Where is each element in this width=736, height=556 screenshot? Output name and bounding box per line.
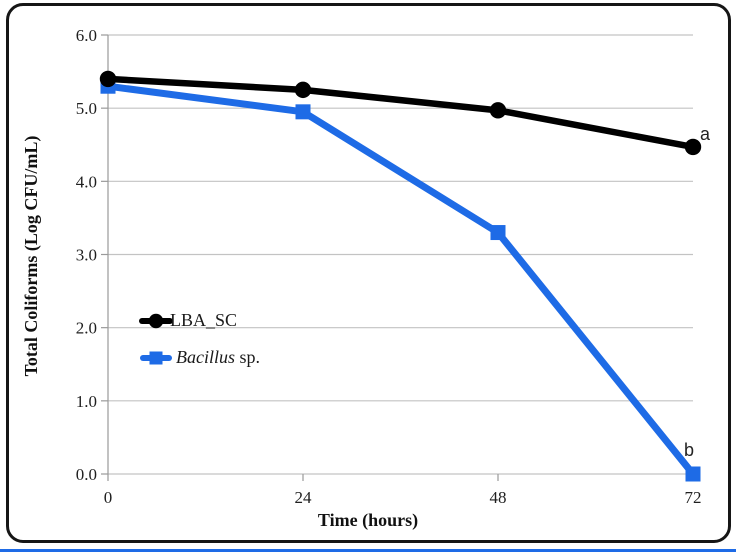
legend-square-marker-icon [149,351,163,365]
data-point-circle [99,70,117,88]
legend-text-italic: Bacillus [176,347,235,367]
y-tick-label: 5.0 [76,99,97,118]
y-tick-label: 1.0 [76,392,97,411]
legend-label-lba-sc: LBA_SC [170,310,237,331]
data-point-circle [294,81,312,99]
data-point-circle [684,138,702,156]
y-axis-title: Total Coliforms (Log CFU/mL) [21,135,41,377]
y-tick-label: 4.0 [76,172,97,191]
figure-frame [6,3,731,543]
y-tick-label: 6.0 [76,26,97,45]
x-tick-label: 0 [104,488,113,507]
data-point-circle [489,102,507,119]
legend-text: sp. [235,347,261,367]
x-tick-label: 24 [295,488,313,507]
x-tick-label: 48 [490,488,507,507]
series-line-bacillus [104,82,697,478]
y-tick-label: 2.0 [76,319,97,338]
annotation-b: b [684,440,694,460]
data-point-square [295,104,311,120]
x-tick-label: 72 [685,488,702,507]
data-point-square [490,225,506,241]
legend-circle-marker-icon [148,313,164,329]
annotation-a: a [700,124,711,144]
data-point-square [685,466,701,482]
x-axis-title: Time (hours) [317,510,419,530]
series-line-lba-sc [104,75,697,151]
y-tick-label: 3.0 [76,246,97,265]
y-tick-label: 0.0 [76,465,97,484]
legend-text: LBA_SC [170,310,238,330]
bottom-blue-rule [0,549,736,552]
legend-label-bacillus: Bacillus sp. [176,347,260,368]
